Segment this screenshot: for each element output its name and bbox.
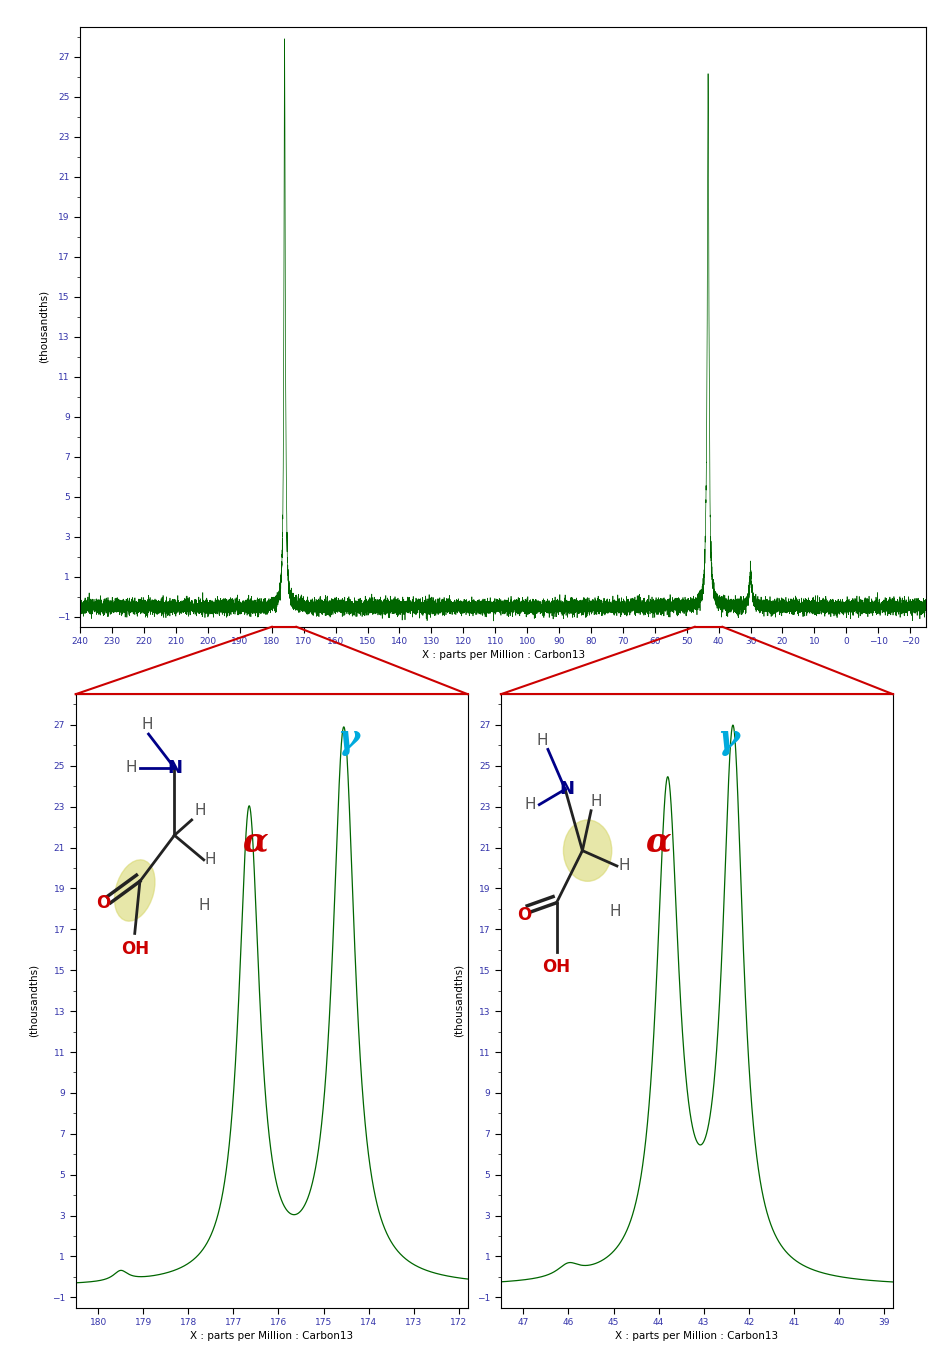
- Text: α: α: [242, 825, 268, 857]
- X-axis label: X : parts per Million : Carbon13: X : parts per Million : Carbon13: [615, 1330, 778, 1341]
- Text: α: α: [645, 825, 670, 857]
- Y-axis label: (thousandths): (thousandths): [453, 964, 464, 1038]
- Y-axis label: (thousandths): (thousandths): [38, 290, 48, 364]
- X-axis label: X : parts per Million : Carbon13: X : parts per Million : Carbon13: [421, 650, 584, 661]
- Text: γ: γ: [716, 723, 738, 755]
- Text: γ: γ: [337, 723, 359, 755]
- Y-axis label: (thousandths): (thousandths): [28, 964, 39, 1038]
- X-axis label: X : parts per Million : Carbon13: X : parts per Million : Carbon13: [190, 1330, 353, 1341]
